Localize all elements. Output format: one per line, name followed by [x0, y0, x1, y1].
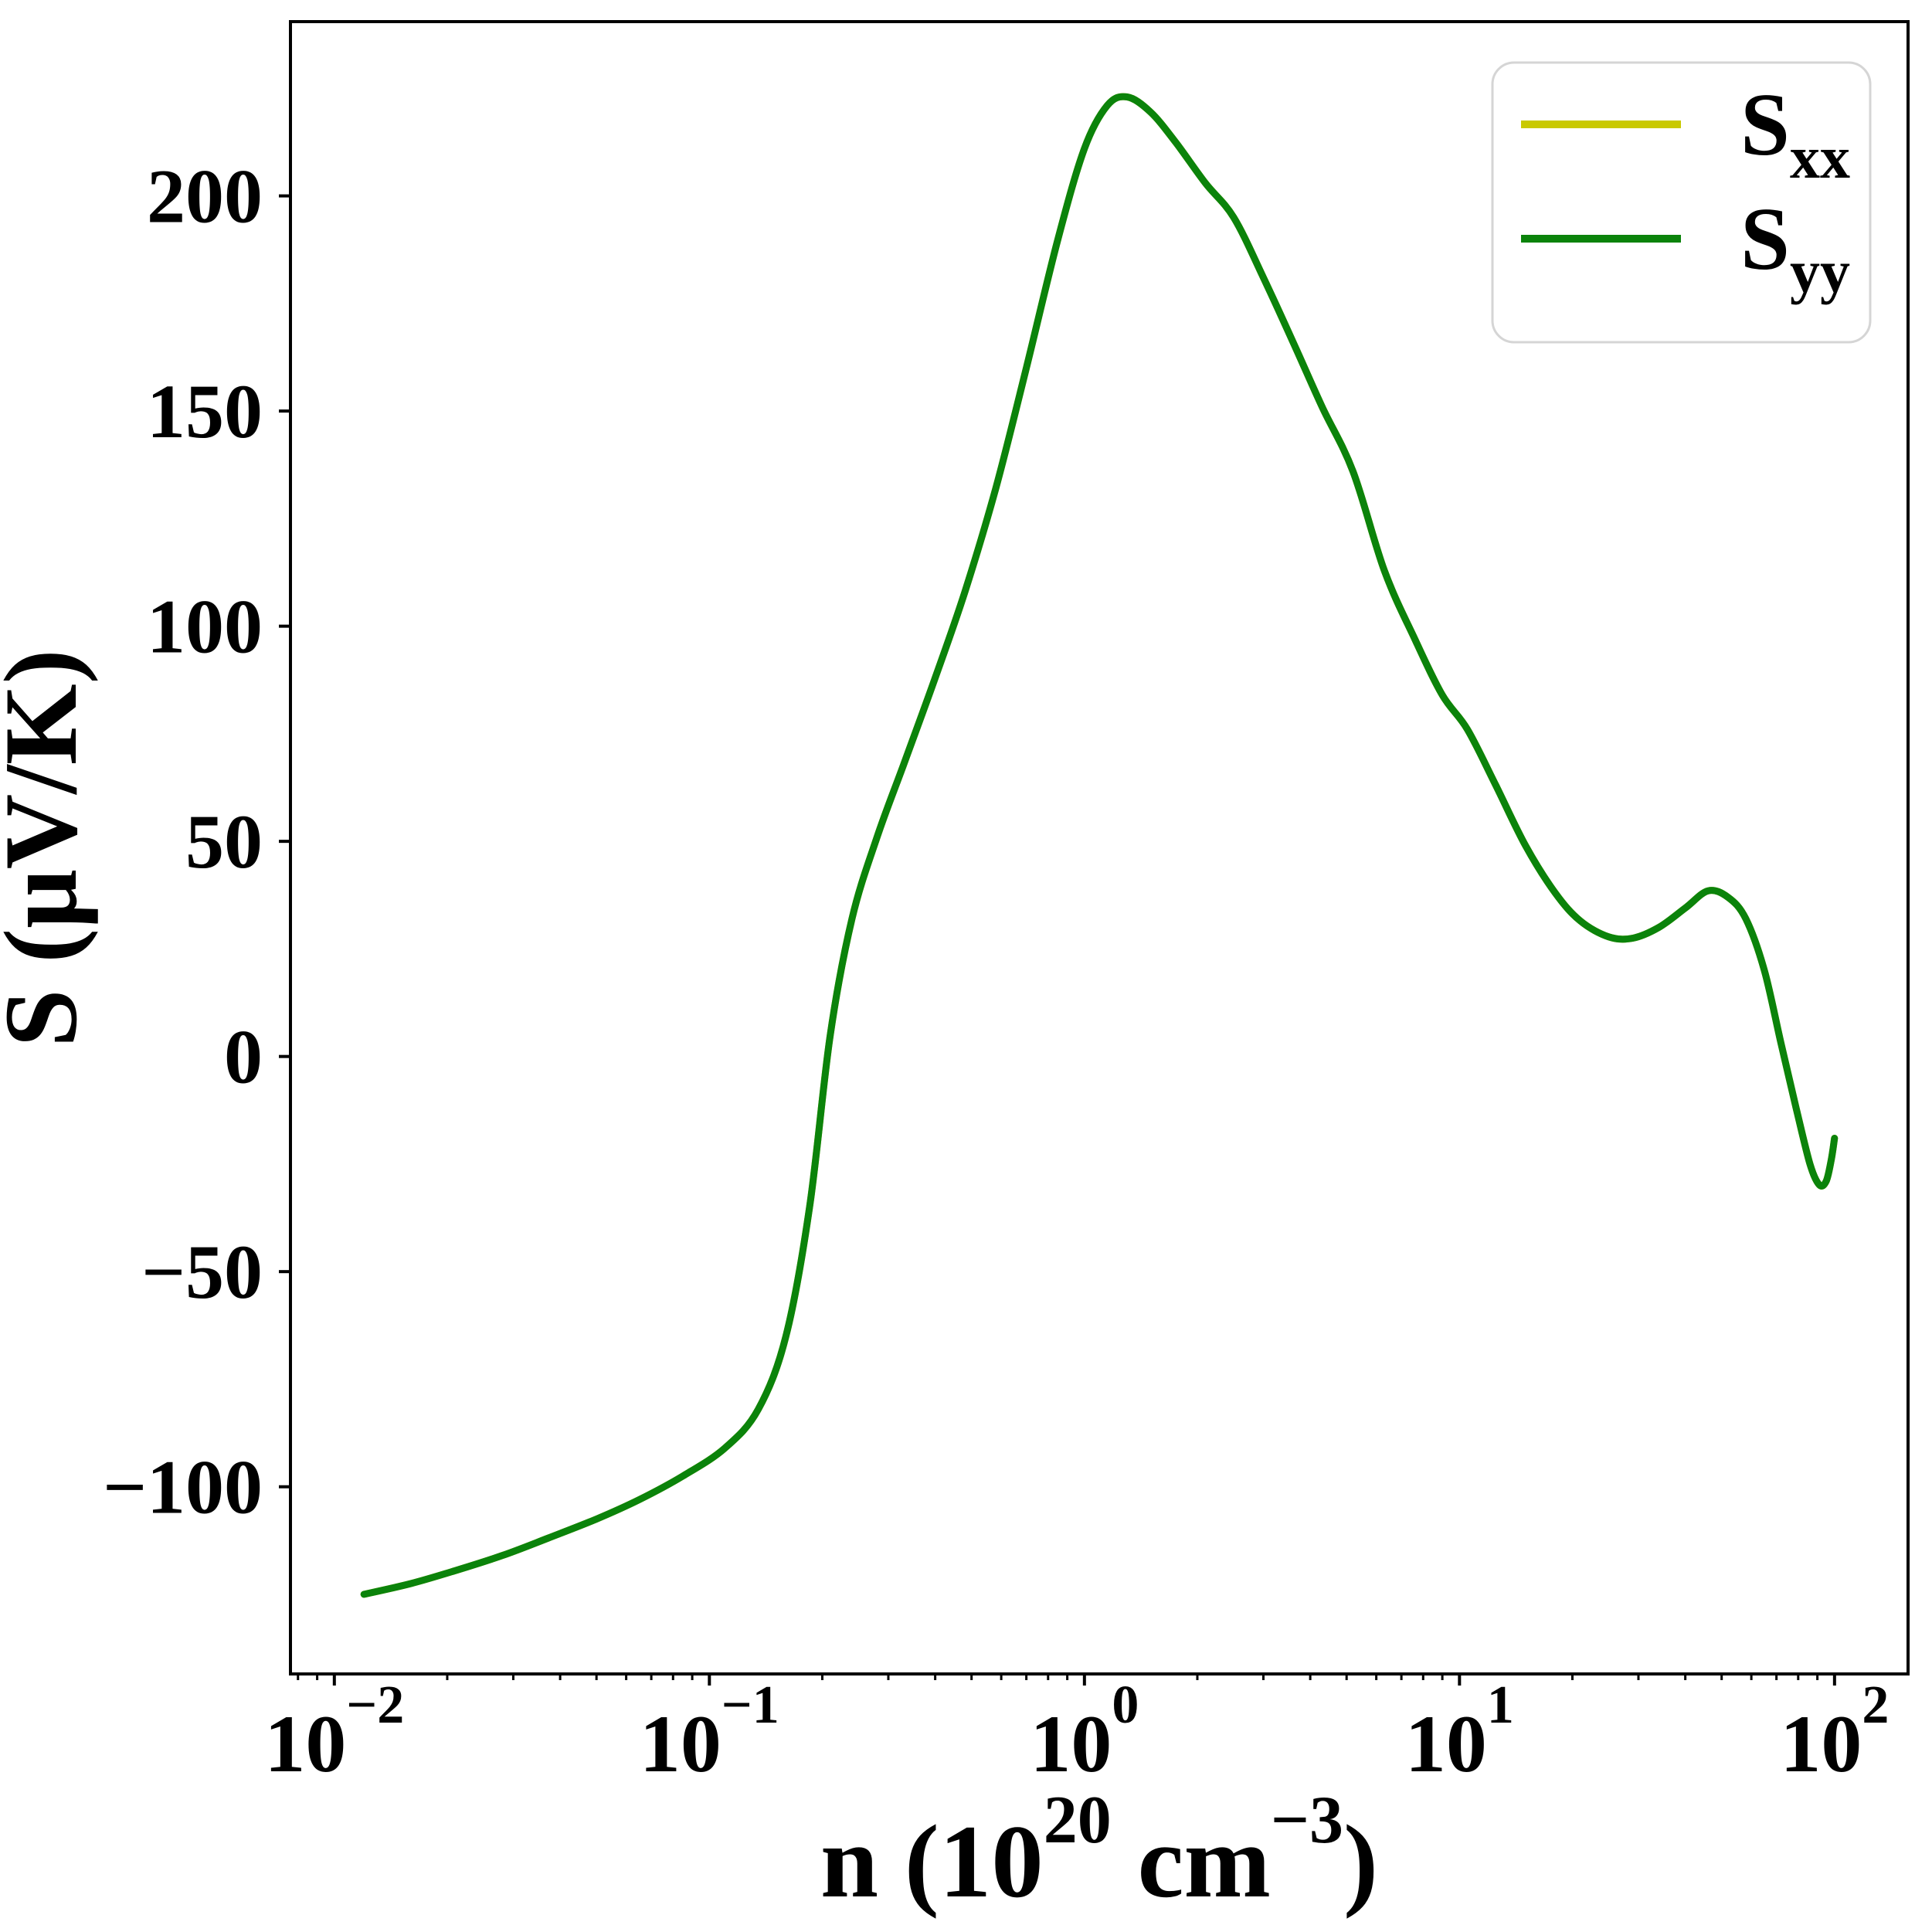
y-tick-label: 150 — [147, 368, 263, 454]
legend-label: Syy — [1740, 190, 1850, 305]
y-axis-ticks — [279, 194, 290, 1489]
y-axis-label: S (μV/K) — [0, 649, 99, 1047]
x-tick-label: 100 — [1030, 1675, 1139, 1789]
series-lines — [360, 93, 1839, 1598]
x-tick-label: 10−2 — [264, 1675, 404, 1789]
y-tick-labels: 200 150 100 50 0 −50 −100 — [103, 154, 263, 1530]
x-tick-label: 101 — [1405, 1675, 1514, 1789]
x-tick-label: 10−1 — [640, 1675, 779, 1789]
y-tick-label: 0 — [224, 1014, 263, 1100]
legend-entry-xx: Sxx — [1521, 76, 1850, 191]
legend-label: Sxx — [1740, 76, 1850, 191]
plot-border — [289, 20, 1910, 1675]
y-tick-label: 50 — [185, 799, 263, 884]
y-tick-label: 100 — [147, 584, 263, 670]
x-axis-label: n (1020 cm−3) — [820, 1783, 1378, 1920]
y-tick-label: −50 — [141, 1229, 263, 1315]
y-tick-label: 200 — [147, 154, 263, 239]
x-tick-label: 102 — [1780, 1675, 1889, 1789]
legend-entry-yy: Syy — [1521, 190, 1850, 305]
series-syy-line — [360, 93, 1839, 1598]
y-tick-label: −100 — [103, 1445, 263, 1530]
legend-box — [1491, 61, 1872, 344]
x-tick-labels: 10−2 10−1 100 101 102 — [264, 1675, 1889, 1789]
x-axis-ticks — [297, 1674, 1836, 1686]
